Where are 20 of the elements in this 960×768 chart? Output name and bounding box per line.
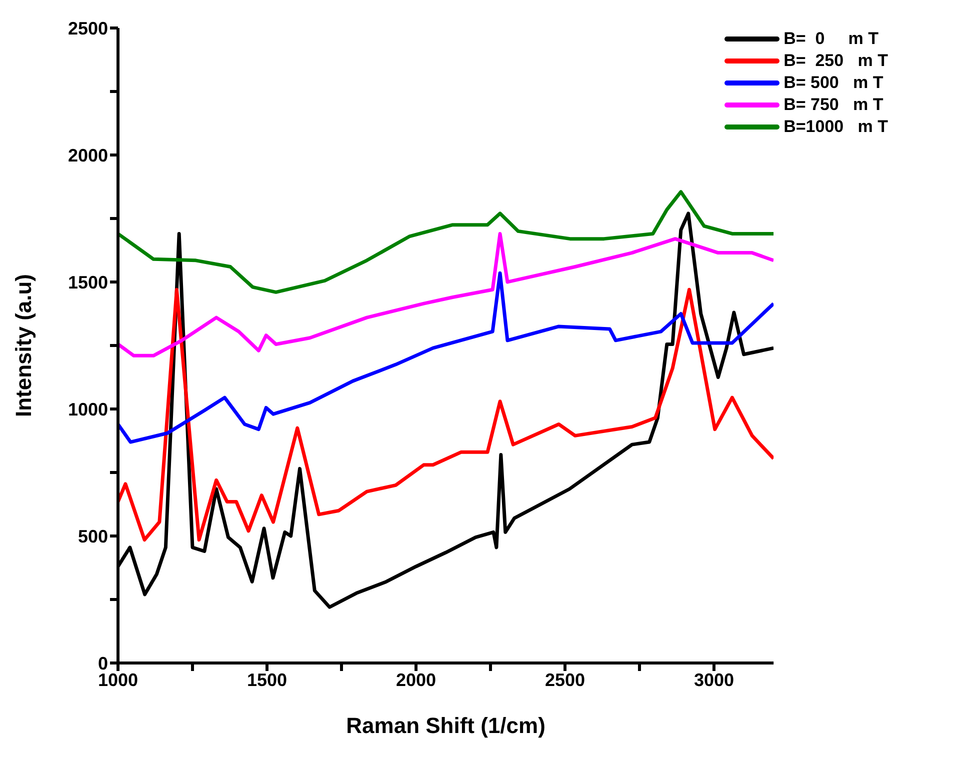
x-tick-label: 2500: [544, 670, 586, 690]
legend-label: B=1000 m T: [784, 117, 888, 137]
y-tick-label: 500: [78, 526, 108, 546]
legend-label: B= 250 m T: [784, 51, 888, 71]
x-tick-label: 3000: [694, 670, 734, 690]
x-axis-title: Raman Shift (1/cm): [346, 713, 546, 738]
line-series: [118, 190, 774, 294]
y-axis-title: Intensity (a.u): [10, 274, 36, 418]
line-series: [118, 232, 774, 358]
y-tick-label: 1000: [68, 399, 108, 420]
legend-label: B= 500 m T: [784, 73, 884, 93]
line-series: [118, 288, 774, 542]
line-series: [118, 271, 774, 444]
y-tick-label: 1500: [68, 272, 108, 292]
y-tick-label: 2500: [68, 18, 108, 38]
y-tick-label: 2000: [68, 145, 108, 166]
legend-label: B= 0 m T: [784, 29, 879, 49]
x-tick-label: 2000: [396, 670, 436, 690]
x-tick-label: 1500: [246, 670, 288, 690]
legend-label: B= 750 m T: [784, 95, 884, 115]
